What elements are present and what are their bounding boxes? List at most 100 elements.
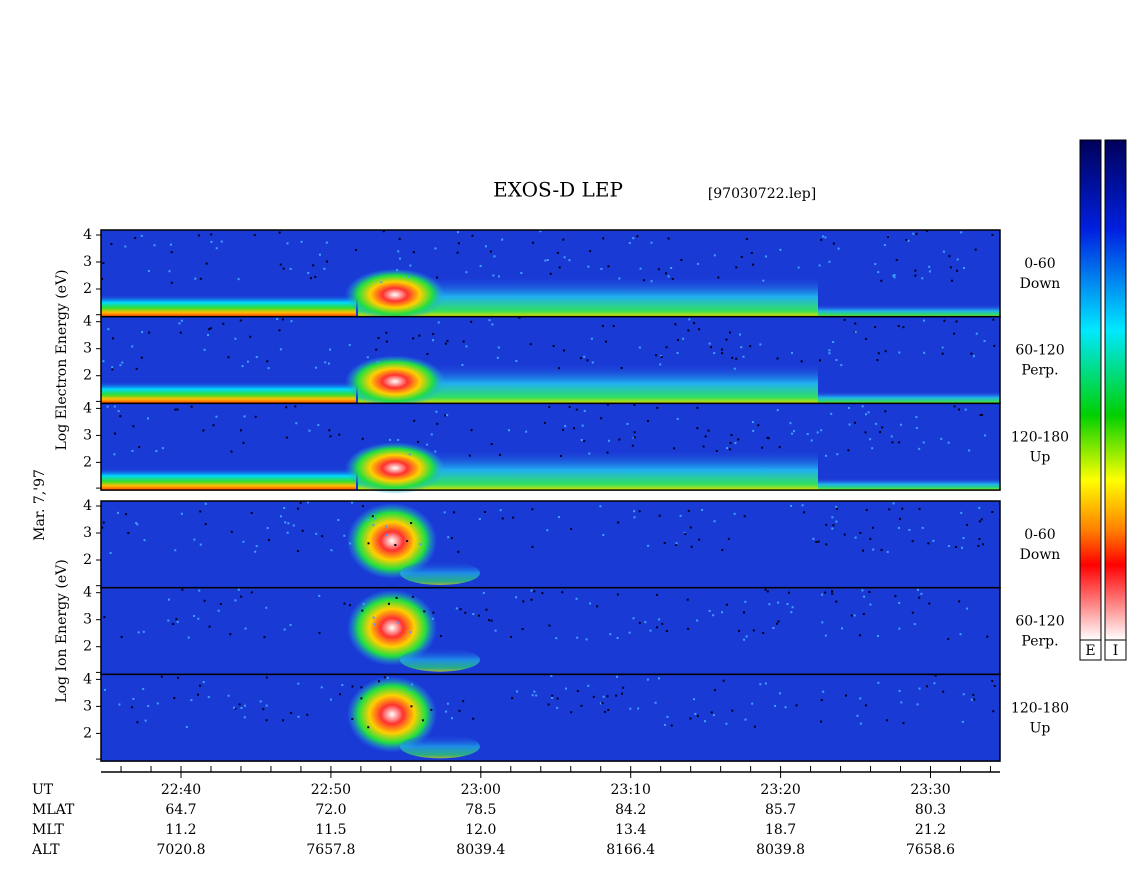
speck xyxy=(531,545,534,548)
speck xyxy=(843,533,846,536)
speck xyxy=(107,328,110,331)
speck xyxy=(320,686,323,689)
speck xyxy=(230,450,233,453)
speck xyxy=(140,234,143,237)
speck xyxy=(618,438,621,441)
speck xyxy=(655,354,658,357)
speck xyxy=(767,437,770,440)
speck xyxy=(113,405,116,408)
speck xyxy=(355,248,358,251)
speck xyxy=(580,439,583,442)
speck xyxy=(828,352,831,355)
ephemeris-value: 7020.8 xyxy=(157,842,206,858)
speck xyxy=(835,520,838,523)
speck xyxy=(483,511,486,514)
panel-direction: Perp. xyxy=(1021,634,1058,650)
speck xyxy=(396,621,399,624)
speck xyxy=(199,684,202,687)
blob xyxy=(345,442,445,495)
speck xyxy=(966,607,969,610)
ephemeris-value: 85.7 xyxy=(765,802,796,818)
speck xyxy=(564,687,567,690)
speck xyxy=(418,334,421,337)
speck xyxy=(686,598,689,601)
speck xyxy=(301,529,304,532)
speck xyxy=(410,522,413,525)
speck xyxy=(230,530,233,533)
speck xyxy=(544,259,547,262)
speck xyxy=(535,694,538,697)
y-tick-label: 3 xyxy=(83,254,92,270)
time-label: 22:40 xyxy=(161,782,201,798)
speck xyxy=(983,339,986,342)
speck xyxy=(413,419,416,422)
speck xyxy=(361,505,364,508)
speck xyxy=(962,693,965,696)
speck xyxy=(877,352,880,355)
speck xyxy=(898,627,901,630)
speck xyxy=(604,340,607,343)
speck xyxy=(867,411,870,414)
speck xyxy=(676,338,679,341)
speck xyxy=(575,408,578,411)
speck xyxy=(208,625,211,628)
speck xyxy=(328,429,331,432)
speck xyxy=(713,352,716,355)
speck xyxy=(914,269,917,272)
speck xyxy=(385,331,388,334)
speck xyxy=(255,355,258,358)
y-tick-label: 3 xyxy=(83,341,92,357)
ephemeris-value: 8039.4 xyxy=(456,842,505,858)
speck xyxy=(926,685,929,688)
speck xyxy=(701,508,704,511)
speck xyxy=(556,251,559,254)
speck xyxy=(656,626,659,629)
speck xyxy=(868,591,871,594)
speck xyxy=(436,422,439,425)
speck xyxy=(742,611,745,614)
panel-angle: 120-180 xyxy=(1011,700,1069,716)
speck xyxy=(180,319,183,322)
speck xyxy=(377,680,380,683)
speck xyxy=(563,349,566,352)
speck xyxy=(520,272,523,275)
speck xyxy=(439,635,442,638)
y-tick-label: 4 xyxy=(83,671,92,687)
speck xyxy=(698,538,701,541)
speck xyxy=(548,624,551,627)
speck xyxy=(185,725,188,728)
speck xyxy=(564,425,567,428)
speck xyxy=(531,694,534,697)
speck xyxy=(173,697,176,700)
speck xyxy=(209,327,212,330)
speck xyxy=(453,511,456,514)
speck xyxy=(877,681,880,684)
speck xyxy=(551,694,554,697)
speck xyxy=(862,613,865,616)
speck xyxy=(579,357,582,360)
speck xyxy=(991,679,994,682)
axis-label: Log Ion Energy (eV) xyxy=(54,559,70,702)
speck xyxy=(289,267,292,270)
speck xyxy=(902,326,905,329)
blob xyxy=(400,647,480,672)
speck xyxy=(521,628,524,631)
speck xyxy=(865,337,868,340)
speck xyxy=(632,237,635,240)
speck xyxy=(955,320,958,323)
speck xyxy=(242,540,245,543)
speck xyxy=(815,541,818,544)
speck xyxy=(138,446,141,449)
ephemeris-value: 18.7 xyxy=(765,822,796,838)
speck xyxy=(618,277,621,280)
speck xyxy=(397,438,400,441)
speck xyxy=(865,509,868,512)
speck xyxy=(779,692,782,695)
speck xyxy=(890,435,893,438)
speck xyxy=(366,518,369,521)
speck xyxy=(854,331,857,334)
speck xyxy=(178,322,181,325)
speck xyxy=(607,265,610,268)
speck xyxy=(240,429,243,432)
speck xyxy=(696,427,699,430)
